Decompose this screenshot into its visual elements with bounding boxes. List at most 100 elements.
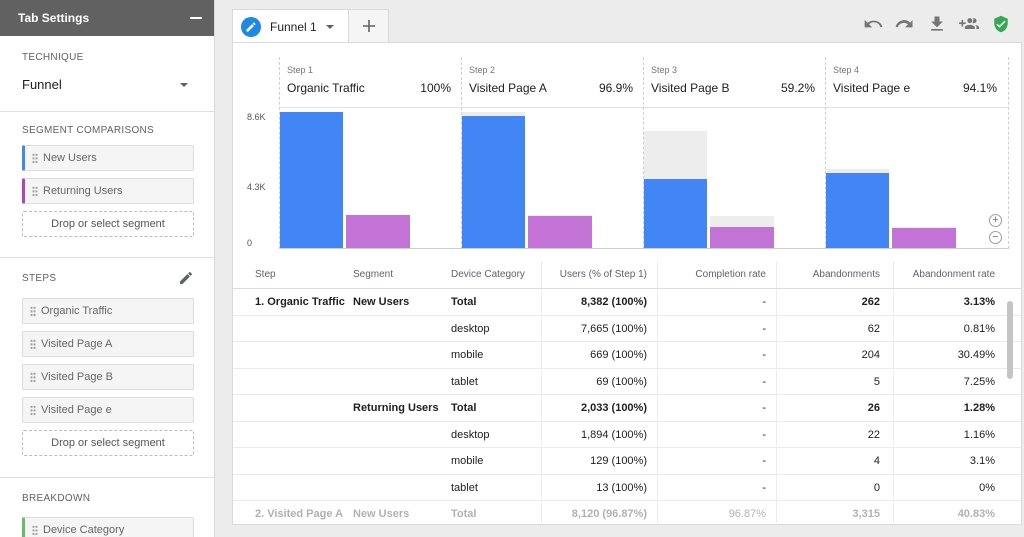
bar-returning-users[interactable]	[528, 216, 592, 248]
step-chip-4[interactable]: Visited Page e	[22, 397, 194, 423]
table-row[interactable]: desktop 7,665 (100%) - 62 0.81%	[233, 316, 1021, 342]
drag-handle-icon[interactable]	[30, 305, 36, 317]
download-button[interactable]	[926, 13, 948, 35]
table-cell-rate: 0%	[979, 481, 995, 494]
redo-button[interactable]	[894, 13, 916, 35]
table-scrollbar[interactable]	[1007, 301, 1013, 379]
table-row[interactable]: 1. Organic Traffic New Users Total 8,382 (1…	[233, 289, 1021, 316]
step-number: Step 3	[651, 65, 678, 75]
step-percent: 100%	[420, 81, 451, 95]
drag-handle-icon[interactable]	[30, 371, 36, 383]
segment-chip-returning-users[interactable]: Returning Users	[22, 178, 194, 204]
funnel-table: Step Segment Device Category Users (% of…	[233, 261, 1021, 524]
table-cell-completion: -	[762, 455, 766, 467]
table-cell-users: 129 (100%)	[590, 455, 647, 467]
step-percent: 59.2%	[780, 81, 815, 95]
drag-handle-icon[interactable]	[30, 404, 36, 416]
table-row[interactable]: tablet 69 (100%) - 5 7.25%	[233, 369, 1021, 395]
table-header-row: Step Segment Device Category Users (% of…	[233, 261, 1021, 289]
column-header-completion-rate[interactable]: Completion rate	[695, 269, 766, 280]
download-icon	[931, 16, 943, 31]
technique-value: Funnel	[22, 77, 62, 92]
table-cell-aband: 62	[867, 322, 880, 335]
step-header-4[interactable]: Step 4 Visited Page e 94.1%	[825, 57, 1005, 107]
column-header-abandonment-rate[interactable]: Abandonment rate	[912, 269, 995, 280]
table-row[interactable]: mobile 669 (100%) - 204 30.49%	[233, 342, 1021, 369]
steps-section: STEPS Organic Traffic Visited Page A Vis…	[0, 258, 214, 478]
step-name: Visited Page e	[833, 81, 911, 95]
add-tab-button[interactable]	[349, 9, 389, 43]
column-header-step[interactable]: Step	[255, 269, 276, 280]
drag-handle-icon[interactable]	[32, 524, 38, 536]
steps-heading: STEPS	[22, 273, 57, 284]
table-cell-segment: New Users	[353, 296, 410, 308]
undo-button[interactable]	[862, 13, 884, 35]
step-number: Step 2	[469, 65, 496, 75]
bar-returning-users[interactable]	[346, 214, 410, 248]
step-name: Visited Page A	[469, 81, 547, 95]
table-cell-users: 7,665 (100%)	[580, 322, 647, 335]
bar-new-users[interactable]	[462, 115, 525, 248]
breakdown-section: BREAKDOWN Device Category	[0, 478, 214, 537]
step-chip-3[interactable]: Visited Page B	[22, 364, 194, 390]
funnel-chart: 8.6K 4.3K 0 Step 1 Organic Traffic 100% …	[233, 43, 1021, 258]
bar-new-users[interactable]	[826, 173, 889, 248]
table-cell-aband: 3,315	[852, 508, 880, 520]
step-chip-2[interactable]: Visited Page A	[22, 331, 194, 357]
step-chip-1[interactable]: Organic Traffic	[22, 298, 194, 324]
step-percent: 96.9%	[598, 81, 633, 95]
column-header-abandonments[interactable]: Abandonments	[812, 269, 880, 280]
column-divider	[893, 261, 894, 523]
table-row[interactable]: Returning Users Total 2,033 (100%) - 26 1.28%	[233, 395, 1021, 422]
table-body: 1. Organic Traffic New Users Total 8,382 (1…	[233, 289, 1021, 524]
step-drop-zone[interactable]: Drop or select segment	[22, 430, 194, 456]
share-button[interactable]	[958, 13, 980, 35]
table-row[interactable]: mobile 129 (100%) - 4 3.1%	[233, 448, 1021, 475]
table-cell-users: 69 (100%)	[596, 375, 647, 388]
table-row[interactable]: desktop 1,894 (100%) - 22 1.16%	[233, 422, 1021, 448]
step-name: Visited Page B	[651, 81, 730, 95]
segment-chip-new-users[interactable]: New Users	[22, 145, 194, 171]
edit-steps-icon[interactable]	[178, 270, 194, 291]
tab-funnel-1[interactable]: Funnel 1	[232, 9, 349, 43]
collapse-icon[interactable]	[190, 17, 202, 19]
column-header-segment[interactable]: Segment	[353, 269, 394, 280]
step-label: Visited Page A	[41, 338, 113, 350]
table-cell-completion: -	[762, 349, 766, 361]
tab-settings-panel: Tab Settings TECHNIQUE Funnel SEGMENT CO…	[0, 0, 215, 537]
step-divider	[461, 57, 462, 249]
edit-tab-icon[interactable]	[241, 16, 261, 37]
drag-handle-icon[interactable]	[32, 185, 38, 197]
breakdown-chip-device-category[interactable]: Device Category	[22, 517, 194, 537]
segment-label: New Users	[43, 152, 97, 164]
segment-comparisons-section: SEGMENT COMPARISONS New Users Returning …	[0, 112, 214, 258]
verified-button[interactable]	[990, 13, 1012, 35]
plus-icon	[362, 20, 375, 32]
bar-new-users[interactable]	[644, 178, 707, 248]
bar-new-users[interactable]	[280, 111, 343, 248]
table-cell-device: Total	[451, 296, 477, 308]
table-cell-users: 8,382 (100%)	[580, 296, 647, 308]
column-header-users[interactable]: Users (% of Step 1)	[559, 269, 647, 280]
table-cell-device: desktop	[451, 322, 490, 335]
step-header-1[interactable]: Step 1 Organic Traffic 100%	[279, 57, 459, 107]
table-row[interactable]: tablet 13 (100%) - 0 0%	[233, 475, 1021, 501]
step-header-3[interactable]: Step 3 Visited Page B 59.2%	[643, 57, 823, 107]
table-cell-device: Total	[451, 508, 477, 520]
chevron-down-icon[interactable]	[325, 24, 334, 29]
bar-returning-users[interactable]	[892, 227, 956, 248]
table-cell-rate: 7.25%	[963, 375, 995, 388]
zoom-in-icon[interactable]: +	[989, 214, 1002, 227]
column-header-device-category[interactable]: Device Category	[451, 269, 525, 280]
zoom-out-icon[interactable]: −	[989, 231, 1002, 244]
bar-returning-users[interactable]	[710, 227, 774, 248]
segment-drop-zone[interactable]: Drop or select segment	[22, 211, 194, 237]
technique-select[interactable]: Funnel	[22, 77, 194, 92]
table-row[interactable]: 2. Visited Page A New Users Total 8,120 (96…	[233, 501, 1021, 524]
drag-handle-icon[interactable]	[32, 152, 38, 164]
step-percent: 94.1%	[962, 81, 997, 95]
step-divider	[643, 57, 644, 249]
drag-handle-icon[interactable]	[30, 338, 36, 350]
step-header-2[interactable]: Step 2 Visited Page A 96.9%	[461, 57, 641, 107]
x-axis-line	[279, 248, 1009, 249]
